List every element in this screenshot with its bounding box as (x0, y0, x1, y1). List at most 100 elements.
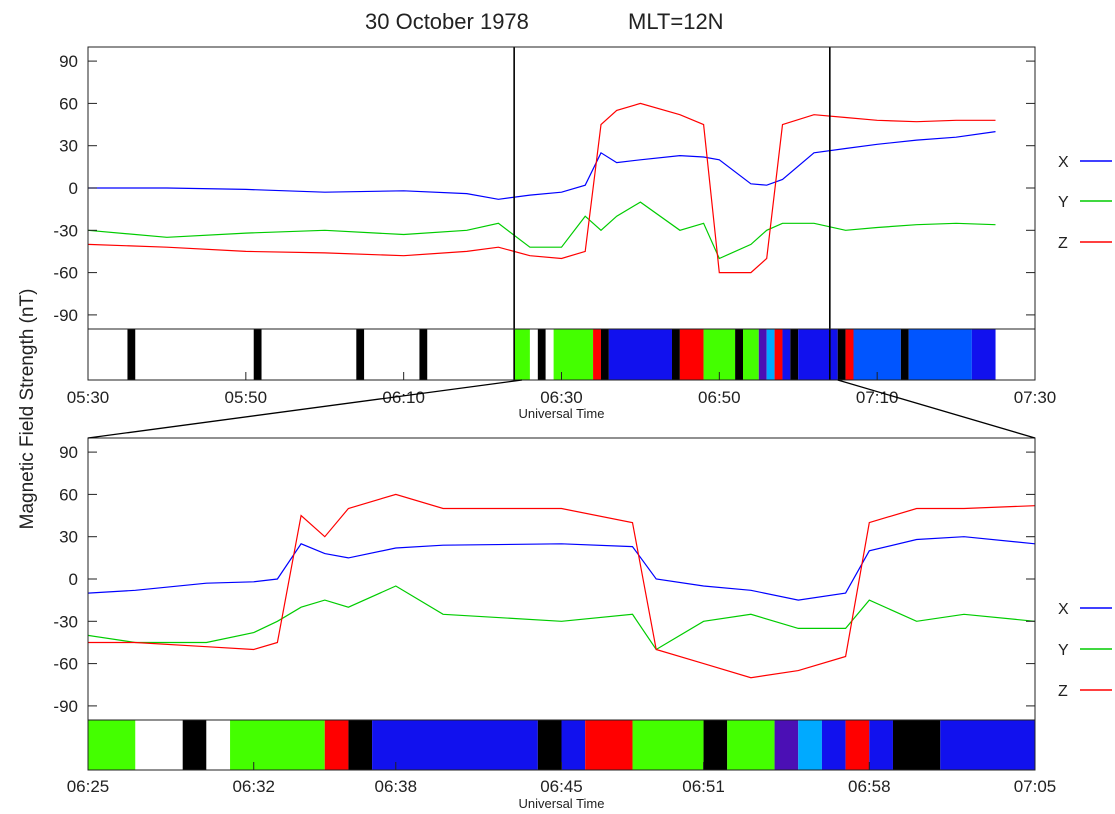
color-bar-segment (585, 720, 633, 770)
x-tick-label: 06:38 (375, 777, 418, 796)
color-bar-segment (845, 720, 870, 770)
x-tick-label: 06:10 (382, 388, 425, 407)
y-tick-label: 90 (59, 443, 78, 462)
legend-label-z: Z (1058, 683, 1068, 700)
series-y-line (87, 201, 996, 260)
color-bar-segment (135, 720, 183, 770)
color-bar-segment (798, 329, 838, 380)
legend-label-x: X (1058, 154, 1069, 171)
color-bar-segment (671, 329, 680, 380)
x-tick-label: 07:10 (856, 388, 899, 407)
color-bar-segment (853, 329, 901, 380)
color-bar-segment (364, 329, 420, 380)
x-tick-label: 06:45 (540, 777, 583, 796)
x-axis-label: Universal Time (519, 796, 605, 811)
panel-top: 90 60 30 0 -30 -60 -90 05:30 05:50 06:10 06:30 06:5… (53, 46, 1057, 421)
legend-top: X Y Z (1058, 154, 1112, 252)
y-tick-label: -90 (53, 306, 78, 325)
x-tick-label: 06:51 (682, 777, 725, 796)
x-tick-label: 06:30 (540, 388, 583, 407)
zoom-line-right (837, 379, 1036, 439)
color-bar-segment (253, 329, 262, 380)
color-bar-segment (845, 329, 854, 380)
color-bar-segment (372, 720, 538, 770)
y-tick-label: 30 (59, 137, 78, 156)
y-tick-label: 0 (69, 179, 78, 198)
color-bar-segment (427, 329, 515, 380)
color-bar-segment (869, 720, 893, 770)
color-bar-segment (743, 329, 759, 380)
y-tick-label: 30 (59, 528, 78, 547)
title-date: 30 October 1978 (365, 9, 529, 34)
panel-bottom: 90 60 30 0 -30 -60 -90 06:25 06:32 06:38 06:45 06:5… (53, 437, 1057, 811)
series-y-line (87, 585, 1036, 651)
color-bar-segment (545, 329, 554, 380)
x-tick-label: 06:32 (232, 777, 275, 796)
color-bar-segment (514, 329, 530, 380)
x-tick-label: 05:30 (67, 388, 110, 407)
y-tick-label: -90 (53, 697, 78, 716)
x-tick-label: 06:58 (848, 777, 891, 796)
y-tick-label: 90 (59, 52, 78, 71)
color-bar-segment (537, 720, 562, 770)
color-bar-segment (900, 329, 909, 380)
y-tick-label: -30 (53, 612, 78, 631)
color-bar-segment (206, 720, 231, 770)
x-tick-label: 05:50 (225, 388, 268, 407)
figure-title: 30 October 1978 MLT=12N (365, 9, 724, 34)
color-bar-segment (608, 329, 672, 380)
y-tick-label: 60 (59, 94, 78, 113)
color-bar-segment (782, 329, 791, 380)
color-bar-segment (356, 329, 365, 380)
zoom-line-left (87, 379, 523, 439)
legend-label-z: Z (1058, 235, 1068, 252)
color-bar-segment (758, 329, 767, 380)
color-bar-segment (837, 329, 846, 380)
color-bar-segment (182, 720, 207, 770)
legend-label-x: X (1058, 601, 1069, 618)
y-tick-label: 0 (69, 570, 78, 589)
color-bar-segment (593, 329, 601, 380)
color-bar-segment (766, 329, 775, 380)
x-tick-label: 07:05 (1014, 777, 1057, 796)
color-bar-segment (553, 329, 594, 380)
color-bar-segment (561, 720, 586, 770)
legend-label-y: Y (1058, 194, 1069, 211)
y-tick-label: -60 (53, 655, 78, 674)
color-bar-segment (790, 329, 799, 380)
color-bar-segment (940, 720, 1035, 770)
series-z-line (88, 493, 1036, 679)
y-tick-label: -30 (53, 221, 78, 240)
color-bar-segment (735, 329, 744, 380)
color-bar-segment (537, 329, 546, 380)
color-bar-segment (679, 329, 704, 380)
color-bar-segment (892, 720, 941, 770)
color-bar-segment (135, 329, 254, 380)
color-bar-segment (798, 720, 822, 770)
color-bar-segment (971, 329, 996, 380)
color-bar-segment (230, 720, 325, 770)
x-tick-label: 06:25 (67, 777, 110, 796)
series-z-line (87, 102, 996, 274)
color-bar-segment (908, 329, 972, 380)
color-bar-segment (632, 720, 704, 770)
color-bar-segment (774, 329, 783, 380)
color-bar-segment (88, 720, 136, 770)
color-bar-segment (703, 329, 736, 380)
color-bar (88, 720, 1035, 770)
color-bar-segment (261, 329, 357, 380)
zoom-connector-lines (87, 379, 1036, 439)
y-axis-label: Magnetic Field Strength (nT) (17, 289, 38, 530)
series-x-line (88, 131, 996, 200)
color-bar-segment (127, 329, 136, 380)
color-bar-segment (529, 329, 538, 380)
x-tick-label: 07:30 (1014, 388, 1057, 407)
x-tick-label: 06:50 (698, 388, 741, 407)
legend-label-y: Y (1058, 642, 1069, 659)
color-bar-segment (703, 720, 728, 770)
y-tick-label: -60 (53, 264, 78, 283)
color-bar-segment (600, 329, 609, 380)
y-tick-label: 60 (59, 485, 78, 504)
title-mlt: MLT=12N (628, 9, 724, 34)
